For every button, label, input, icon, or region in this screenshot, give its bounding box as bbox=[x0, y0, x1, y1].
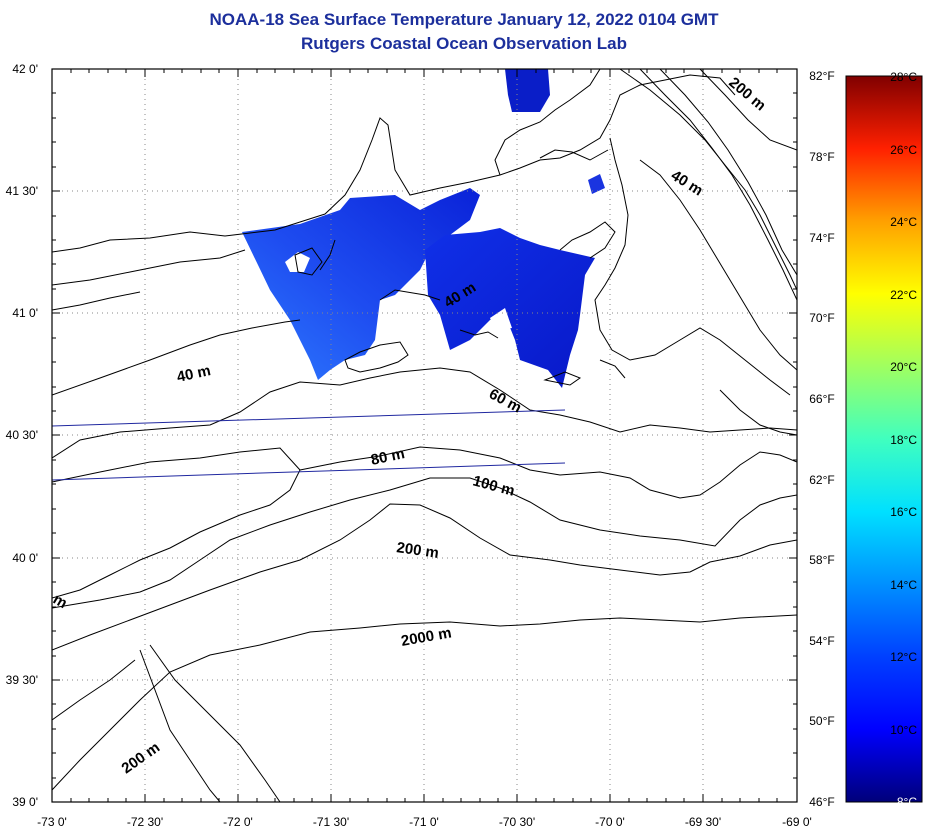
lon-label-72-30: -72 30' bbox=[127, 815, 163, 829]
map-content: 200 m 40 m 40 m 40 m 60 m 80 m 100 m 200… bbox=[52, 69, 797, 802]
lat-label-39-30: 39 30' bbox=[6, 673, 38, 687]
lon-label-69-30: -69 30' bbox=[685, 815, 721, 829]
c-label-12: 12°C bbox=[890, 650, 917, 664]
c-label-10: 10°C bbox=[890, 723, 917, 737]
lon-label-72: -72 0' bbox=[223, 815, 253, 829]
c-label-20: 20°C bbox=[890, 360, 917, 374]
f-label-62: 62°F bbox=[809, 473, 834, 487]
f-label-58: 58°F bbox=[809, 553, 834, 567]
lat-label-40-30: 40 30' bbox=[6, 428, 38, 442]
lon-label-71-30: -71 30' bbox=[313, 815, 349, 829]
c-label-18: 18°C bbox=[890, 433, 917, 447]
lat-lon-grid bbox=[52, 69, 797, 802]
f-label-50: 50°F bbox=[809, 714, 834, 728]
lat-label-39: 39 0' bbox=[12, 795, 38, 809]
lon-label-73: -73 0' bbox=[37, 815, 67, 829]
c-label-16: 16°C bbox=[890, 505, 917, 519]
bathymetry-contours bbox=[52, 69, 797, 802]
lat-label-42: 42 0' bbox=[12, 62, 38, 76]
f-label-66: 66°F bbox=[809, 392, 834, 406]
lon-label-70: -70 0' bbox=[595, 815, 625, 829]
lon-label-71: -71 0' bbox=[409, 815, 439, 829]
map-title: NOAA-18 Sea Surface Temperature January … bbox=[209, 10, 719, 29]
lon-label-69: -69 0' bbox=[782, 815, 812, 829]
map-subtitle: Rutgers Coastal Ocean Observation Lab bbox=[301, 34, 627, 53]
lon-label-70-30: -70 30' bbox=[499, 815, 535, 829]
coastline bbox=[52, 69, 791, 396]
f-label-54: 54°F bbox=[809, 634, 834, 648]
f-label-46: 46°F bbox=[809, 795, 834, 809]
contour-label-40m-west: 40 m bbox=[175, 362, 212, 386]
c-label-24: 24°C bbox=[890, 215, 917, 229]
c-label-28: 28°C bbox=[890, 70, 917, 84]
sst-patch-north bbox=[505, 69, 550, 112]
f-label-74: 74°F bbox=[809, 231, 834, 245]
f-label-82: 82°F bbox=[809, 69, 834, 83]
temperature-colorbar bbox=[845, 75, 923, 803]
sst-swath-east bbox=[425, 228, 595, 388]
swath-lines bbox=[52, 409, 566, 481]
f-label-70: 70°F bbox=[809, 311, 834, 325]
lat-label-41-30: 41 30' bbox=[6, 184, 38, 198]
c-label-14: 14°C bbox=[890, 578, 917, 592]
contour-label-80m: 80 m bbox=[369, 445, 406, 469]
lat-label-41: 41 0' bbox=[12, 306, 38, 320]
lat-label-40: 40 0' bbox=[12, 551, 38, 565]
sst-patch-small bbox=[588, 174, 605, 194]
sst-swath-west bbox=[242, 188, 480, 380]
c-label-22: 22°C bbox=[890, 288, 917, 302]
contour-label-200m-shelf: 200 m bbox=[395, 539, 439, 562]
f-label-78: 78°F bbox=[809, 150, 834, 164]
c-label-26: 26°C bbox=[890, 143, 917, 157]
axis-ticks bbox=[52, 69, 797, 802]
c-label-8: 8°C bbox=[897, 795, 917, 809]
